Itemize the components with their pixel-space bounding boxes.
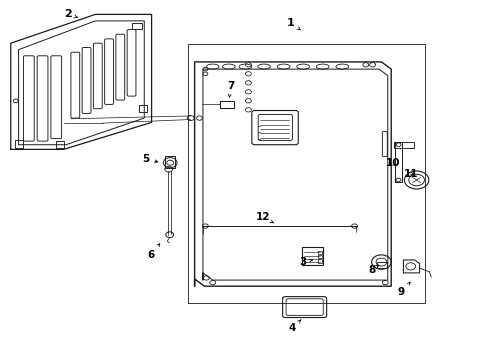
Bar (393, 142, 413, 148)
Text: 3: 3 (299, 257, 312, 267)
Bar (317, 251, 321, 254)
Bar (220, 101, 233, 108)
Text: 2: 2 (64, 9, 78, 19)
Text: 1: 1 (286, 18, 300, 30)
Bar (317, 259, 321, 263)
Bar (376, 262, 386, 268)
Bar (317, 255, 321, 258)
Text: 8: 8 (367, 265, 378, 275)
Bar (394, 142, 401, 182)
Text: 5: 5 (142, 154, 158, 164)
Text: 11: 11 (403, 168, 417, 179)
Text: 6: 6 (147, 244, 160, 260)
Text: 9: 9 (397, 282, 409, 297)
Text: 4: 4 (288, 320, 300, 333)
Bar (139, 105, 147, 112)
Text: 7: 7 (226, 81, 234, 97)
Bar (132, 23, 142, 29)
Text: 12: 12 (255, 212, 273, 223)
Bar (165, 156, 175, 168)
Bar (56, 141, 64, 148)
Bar (302, 247, 322, 265)
Text: 10: 10 (385, 158, 400, 168)
Bar (15, 140, 23, 148)
